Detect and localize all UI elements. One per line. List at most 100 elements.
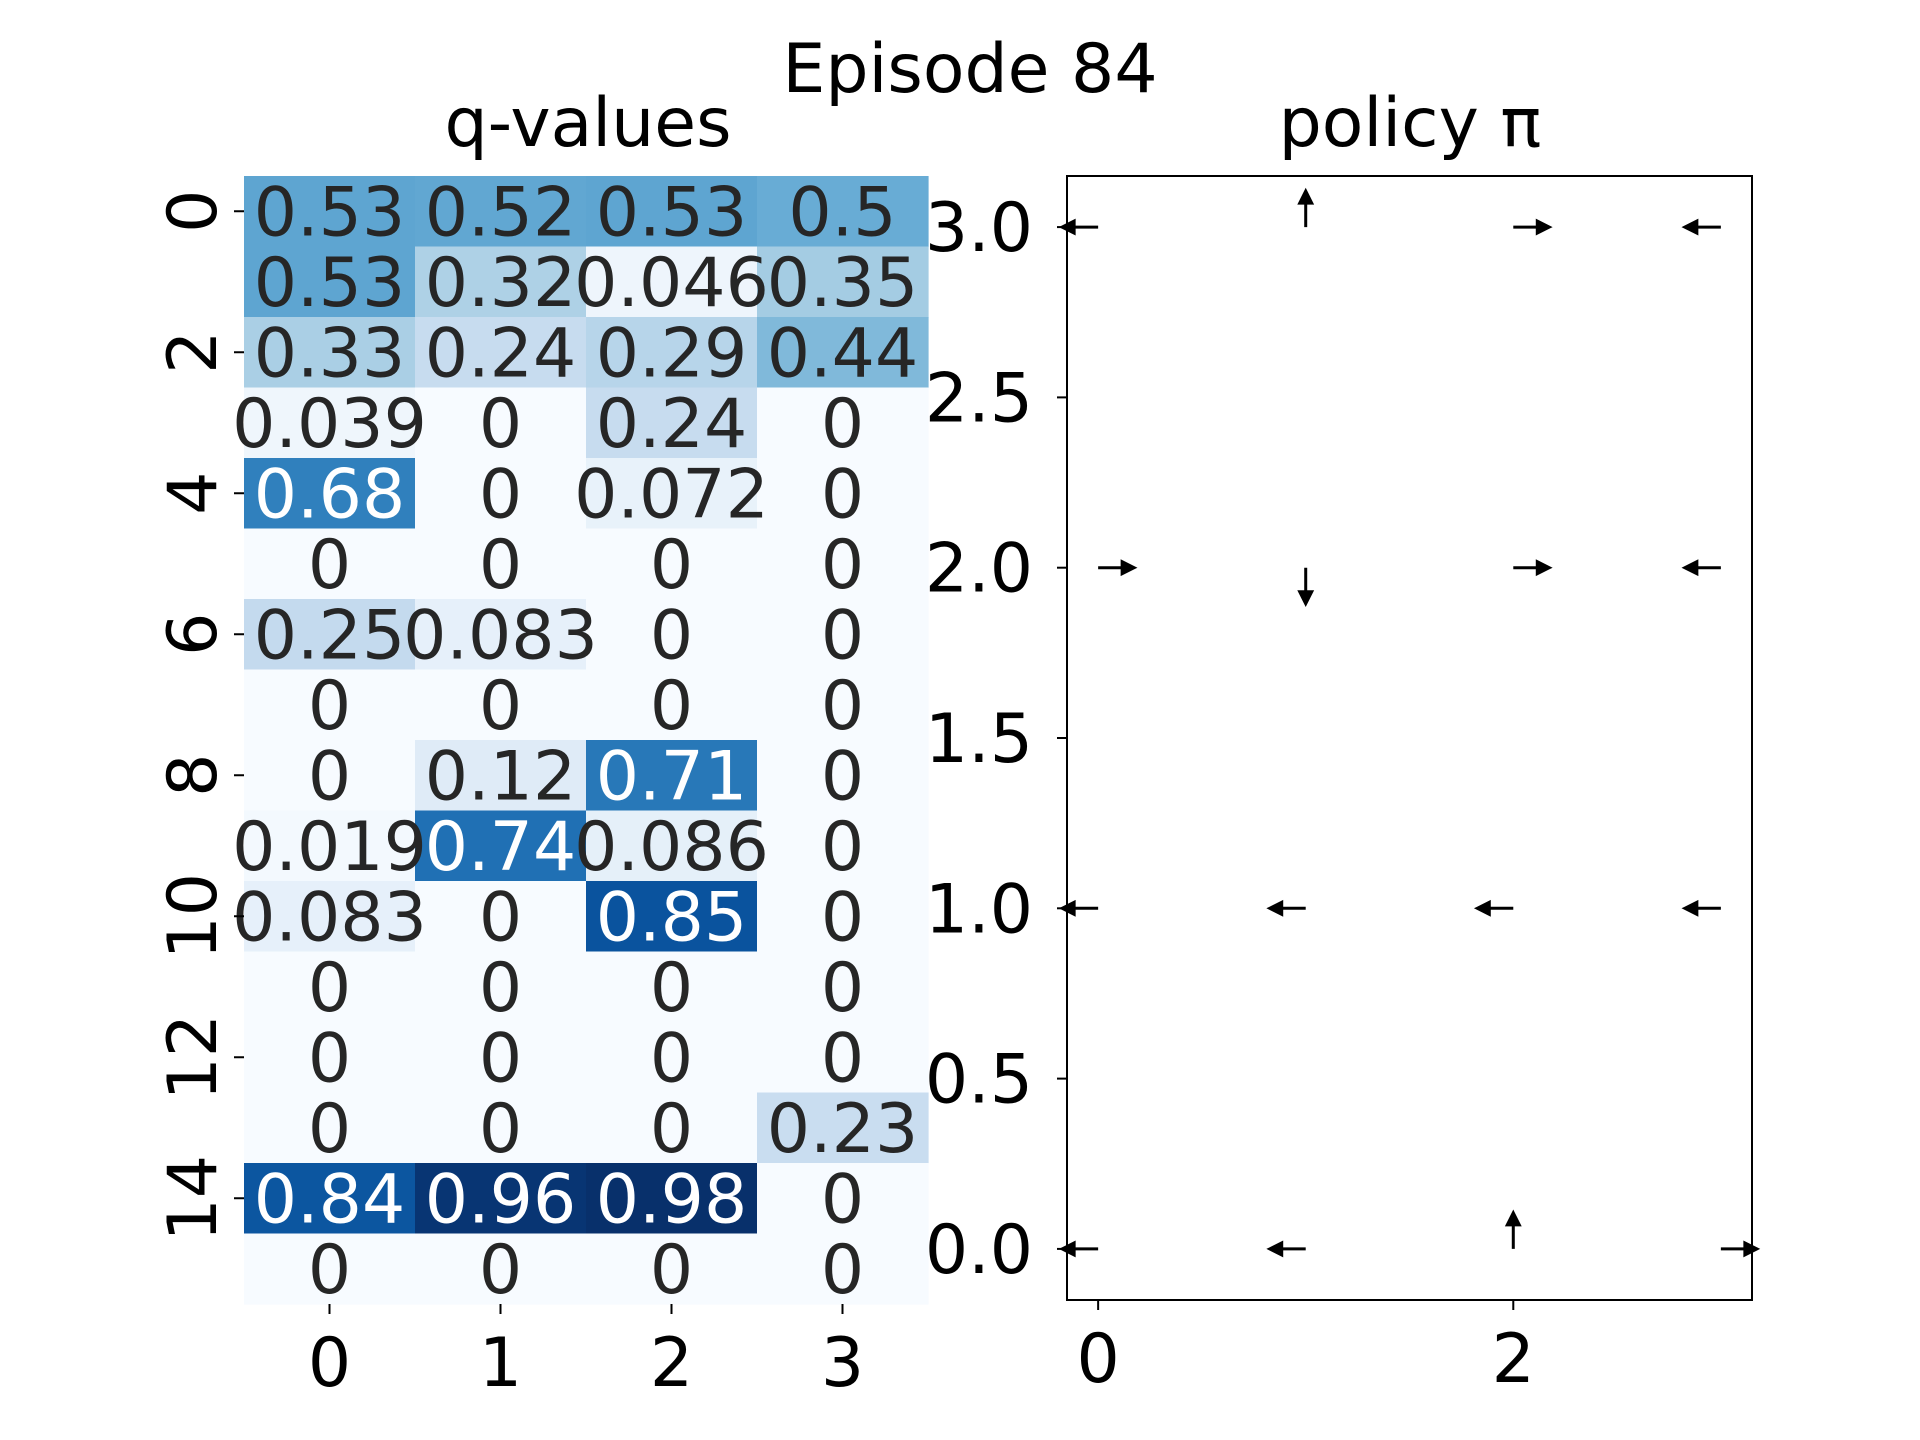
quiver-y-tick-label: 3.0 [925,189,1033,268]
heatmap-cell-label: 0 [479,1019,522,1098]
heatmap-cell-label: 0.046 [574,244,769,323]
heatmap-cell-label: 0.52 [425,173,576,252]
policy-arrow [1058,218,1099,236]
heatmap-cell [757,599,929,671]
heatmap-cell-label: 0.24 [425,314,576,393]
heatmap-cell-label: 0 [308,526,351,605]
heatmap-cell-label: 0.083 [403,596,598,675]
heatmap-cell [586,881,758,953]
heatmap-cell [244,1233,416,1305]
heatmap-cell [244,458,416,530]
heatmap-cell [415,1233,587,1305]
heatmap-cell [586,246,758,318]
heatmap-cell [757,1092,929,1164]
heatmap-cell-label: 0 [479,949,522,1028]
heatmap-cell-label: 0 [821,1160,864,1239]
heatmap-cell [244,1092,416,1164]
heatmap-y-axis: 0 2 4 6 8 10 12 14 [154,190,244,1242]
heatmap-y-tick-label: 10 [154,873,233,960]
heatmap-cell [244,387,416,459]
policy-arrow [1473,899,1514,917]
heatmap-cell-label: 0 [821,1019,864,1098]
heatmap-cell-label: 0.85 [596,878,747,957]
heatmap-cell-label: 0.29 [596,314,747,393]
heatmap-cell [757,176,929,248]
heatmap-cell-label: 0.086 [574,808,769,887]
heatmap-cell [757,1163,929,1235]
heatmap-cell-label: 0 [479,1231,522,1310]
heatmap-cell-label: 0.25 [254,596,405,675]
heatmap-cell [415,1163,587,1235]
quiver-y-axis: 0.0 0.5 1.0 1.5 2.0 2.5 3.0 [925,189,1067,1290]
policy-arrow [1681,559,1721,577]
heatmap-cell [415,881,587,953]
heatmap-cell [244,1022,416,1094]
heatmap-cell [244,1163,416,1235]
heatmap-cell [757,669,929,741]
heatmap-cell-label: 0 [479,667,522,746]
policy-arrow [1098,559,1138,577]
heatmap-cell [757,881,929,953]
heatmap-cell [244,176,416,248]
heatmap-x-tick-label: 3 [821,1324,864,1403]
heatmap-cell [415,317,587,389]
policy-arrow [1058,899,1099,917]
heatmap-cell-label: 0.84 [254,1160,405,1239]
heatmap-cell [415,740,587,812]
heatmap-cell [586,669,758,741]
policy-arrow [1297,187,1315,228]
heatmap-x-tick-label: 1 [479,1324,522,1403]
heatmap-cell-label: 0.71 [596,737,747,816]
heatmap-cell [586,317,758,389]
heatmap-cell-label: 0.68 [254,455,405,534]
heatmap-cell-label: 0.53 [596,173,747,252]
heatmap-cell [586,387,758,459]
heatmap-y-tick-label: 14 [154,1155,233,1242]
heatmap-cell-label: 0 [821,596,864,675]
heatmap-cell [244,669,416,741]
heatmap-cell-label: 0 [308,737,351,816]
heatmap-cell [586,951,758,1023]
heatmap-y-tick-label: 0 [154,190,233,233]
heatmap-cell-label: 0.039 [232,385,427,464]
policy-arrow [1681,899,1721,917]
quiver-y-tick-label: 2.0 [925,530,1033,609]
heatmap-y-tick-label: 2 [154,331,233,374]
heatmap-cell-label: 0.24 [596,385,747,464]
heatmap-cell [586,740,758,812]
heatmap-cell-label: 0.53 [254,173,405,252]
policy-arrow [1504,1209,1522,1249]
heatmap-cell [757,246,929,318]
heatmap-cell [415,1022,587,1094]
heatmap-cell [586,599,758,671]
heatmap-cell [586,1022,758,1094]
heatmap-cell-label: 0 [308,1090,351,1169]
heatmap-cell [244,810,416,882]
heatmap-cell-label: 0 [308,667,351,746]
figure-suptitle: Episode 84 [782,30,1157,109]
heatmap-cell [586,1163,758,1235]
heatmap-y-tick-label: 12 [154,1014,233,1101]
heatmap-cell [586,528,758,600]
heatmap-cell [586,458,758,530]
quiver-y-tick-label: 1.5 [925,700,1033,779]
heatmap-cell [415,458,587,530]
heatmap-cell [415,387,587,459]
policy-arrow [1720,1240,1761,1258]
heatmap-cell [244,246,416,318]
heatmap-cell [244,951,416,1023]
heatmap-cell [757,810,929,882]
policy-arrow [1266,899,1306,917]
policy-arrow [1297,567,1315,608]
heatmap-cell-label: 0.5 [788,173,896,252]
heatmap-cell-label: 0 [308,949,351,1028]
heatmap-cell-label: 0.96 [425,1160,576,1239]
heatmap-cell-label: 0.35 [767,244,918,323]
heatmap-cell-label: 0 [650,1231,693,1310]
heatmap-cell-label: 0.33 [254,314,405,393]
heatmap-cell-label: 0 [308,1019,351,1098]
heatmap-cell-label: 0.019 [232,808,427,887]
heatmap-cell-label: 0 [479,385,522,464]
